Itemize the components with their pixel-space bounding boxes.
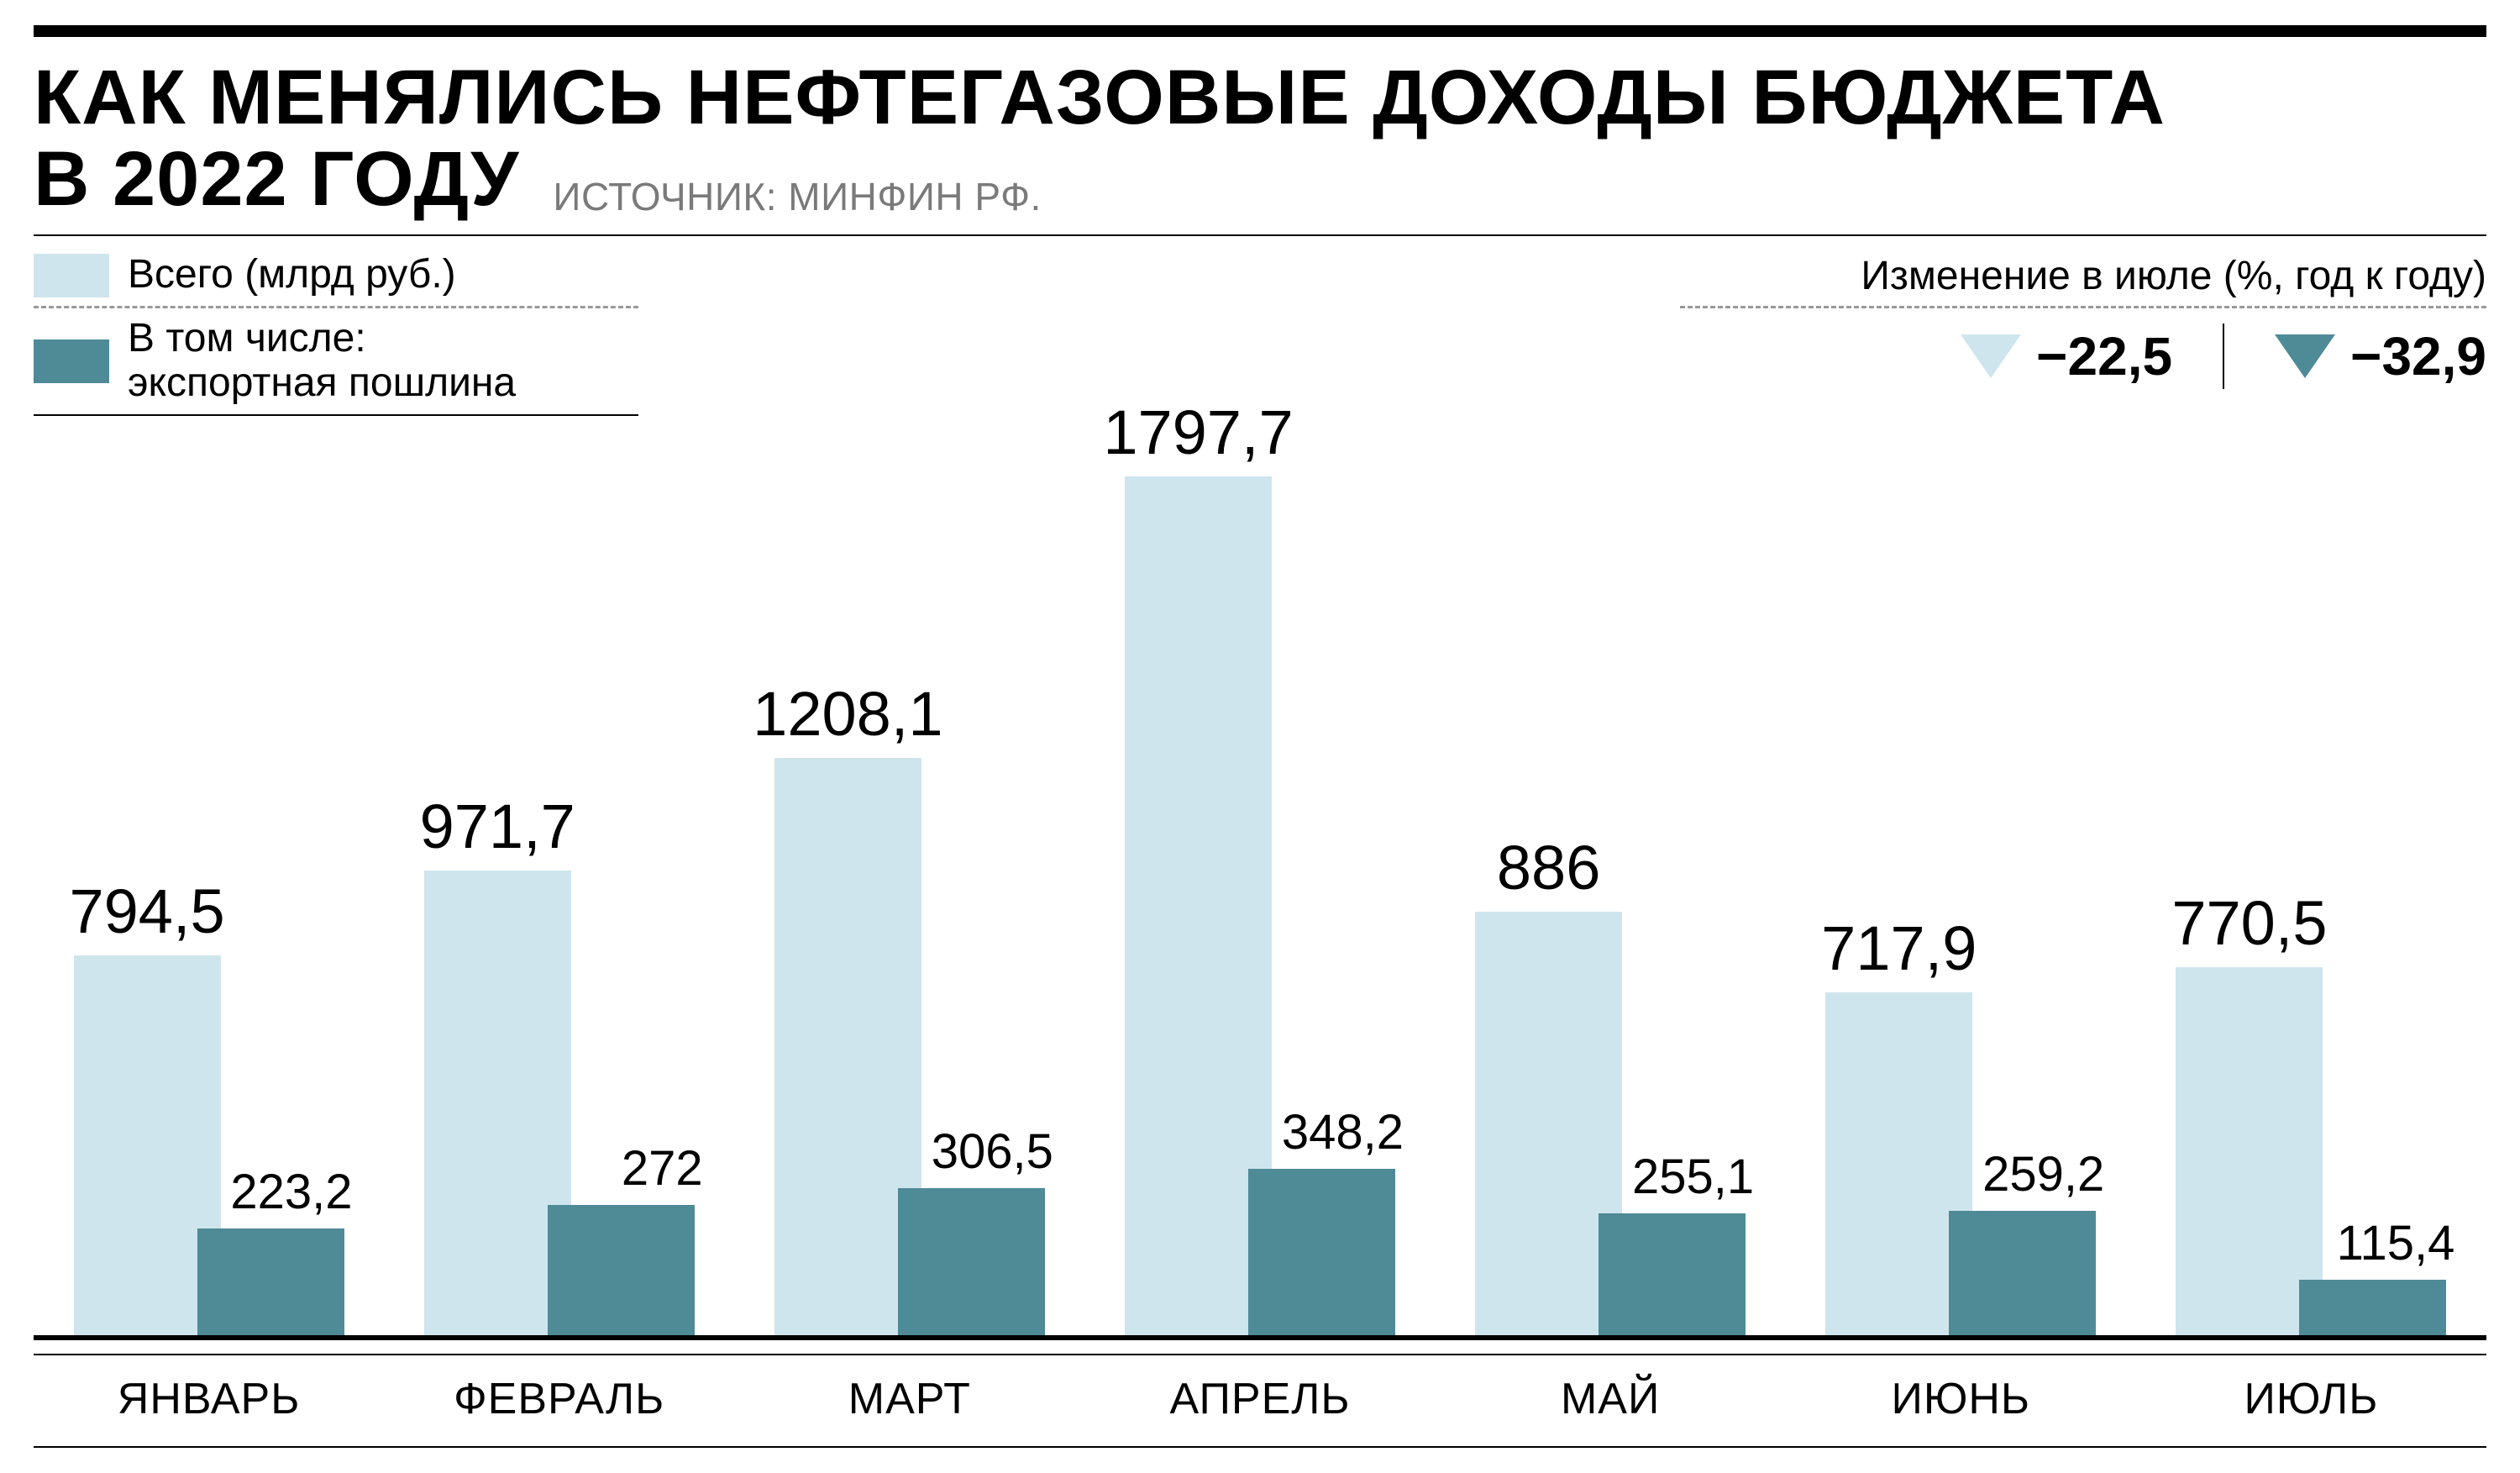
month-group: 1208,1306,5 [734, 758, 1084, 1335]
legend-area: Всего (млрд руб.) В том числе: экспортна… [34, 253, 2486, 415]
bar-duty-label: 115,4 [2337, 1215, 2455, 1271]
july-total-change-value: −22,5 [2036, 325, 2172, 387]
month-label: МАРТ [734, 1374, 1084, 1424]
bar-pair: 794,5223,2 [74, 955, 344, 1335]
arrow-down-icon [1961, 334, 2021, 378]
legend-label-total: Всего (млрд руб.) [128, 253, 456, 297]
bar-total-label: 971,7 [420, 791, 575, 862]
legend-bottom-rule [34, 414, 638, 416]
month-label: ИЮЛЬ [2136, 1374, 2486, 1424]
bar-chart: 794,5223,2971,72721208,1306,51797,7348,2… [34, 433, 2486, 1340]
month-label: ЯНВАРЬ [34, 1374, 384, 1424]
bar-duty-label: 272 [622, 1140, 703, 1197]
bar-pair: 971,7272 [424, 871, 695, 1334]
axis-rule [34, 1354, 2486, 1355]
bar-total-label: 1797,7 [1103, 397, 1293, 468]
legend-item-total: Всего (млрд руб.) [34, 253, 638, 297]
bar-total-label: 886 [1497, 832, 1600, 903]
bar-duty-label: 255,1 [1632, 1149, 1754, 1205]
bar-total-label: 770,5 [2171, 887, 2327, 959]
july-total-change: −22,5 [1961, 325, 2172, 387]
july-change-block: Изменение в июле (%, год к году) −22,5 −… [638, 253, 2486, 389]
july-duty-change-value: −32,9 [2350, 325, 2486, 387]
bar-pair: 770,5115,4 [2176, 967, 2446, 1335]
title-block: КАК МЕНЯЛИСЬ НЕФТЕГАЗОВЫЕ ДОХОДЫ БЮДЖЕТА… [34, 57, 2486, 219]
month-group: 1797,7348,2 [1084, 476, 1435, 1335]
bar-duty: 272 [548, 1205, 695, 1335]
legend-label-duty: В том числе: экспортная пошлина [128, 317, 516, 406]
month-group: 886255,1 [1436, 912, 1786, 1335]
header-rule [34, 234, 2486, 236]
legend-item-duty: В том числе: экспортная пошлина [34, 317, 638, 406]
chart-title-line2: В 2022 ГОДУ [34, 139, 519, 220]
month-axis: ЯНВАРЬФЕВРАЛЬМАРТАПРЕЛЬМАЙИЮНЬИЮЛЬ [34, 1374, 2486, 1424]
bar-duty-label: 348,2 [1282, 1104, 1404, 1160]
july-values-row: −22,5 −32,9 [1961, 324, 2486, 389]
legend-label-duty-line2: экспортная пошлина [128, 360, 516, 405]
month-group: 717,9259,2 [1786, 992, 2136, 1335]
chart-source: ИСТОЧНИК: МИНФИН РФ. [553, 174, 1041, 219]
month-group: 770,5115,4 [2136, 967, 2486, 1335]
month-label: МАЙ [1436, 1374, 1786, 1424]
july-duty-change: −32,9 [2275, 325, 2486, 387]
month-group: 971,7272 [384, 871, 734, 1334]
bar-total-label: 717,9 [1821, 913, 1977, 984]
arrow-down-icon [2275, 334, 2335, 378]
bottom-rule [34, 1446, 2486, 1448]
month-group: 794,5223,2 [34, 955, 384, 1335]
bar-total-label: 794,5 [69, 876, 224, 947]
bar-duty: 255,1 [1599, 1213, 1746, 1335]
bar-pair: 1797,7348,2 [1125, 476, 1395, 1335]
bar-duty: 259,2 [1949, 1211, 2096, 1334]
month-label: ИЮНЬ [1786, 1374, 2136, 1424]
bar-pair: 886255,1 [1475, 912, 1746, 1335]
bar-duty: 223,2 [197, 1228, 344, 1335]
bar-duty: 306,5 [898, 1188, 1045, 1334]
bar-pair: 717,9259,2 [1825, 992, 2096, 1335]
chart-container: КАК МЕНЯЛИСЬ НЕФТЕГАЗОВЫЕ ДОХОДЫ БЮДЖЕТА… [34, 25, 2486, 1448]
bar-duty-label: 306,5 [932, 1123, 1053, 1180]
chart-area: 794,5223,2971,72721208,1306,51797,7348,2… [34, 433, 2486, 1448]
july-dash-separator [1680, 306, 2486, 308]
month-label: ФЕВРАЛЬ [384, 1374, 734, 1424]
legend-swatch-total [34, 254, 109, 297]
chart-title-line1: КАК МЕНЯЛИСЬ НЕФТЕГАЗОВЫЕ ДОХОДЫ БЮДЖЕТА [34, 57, 2486, 139]
bar-duty-label: 223,2 [230, 1164, 352, 1220]
legend-swatch-duty [34, 339, 109, 383]
legend-label-duty-line1: В том числе: [128, 316, 366, 360]
july-separator [2223, 324, 2224, 389]
bar-pair: 1208,1306,5 [774, 758, 1045, 1335]
bar-duty: 348,2 [1248, 1169, 1395, 1335]
top-rule [34, 25, 2486, 37]
bar-total-label: 1208,1 [753, 678, 942, 750]
month-label: АПРЕЛЬ [1084, 1374, 1435, 1424]
bar-duty: 115,4 [2299, 1280, 2446, 1335]
legend-dash-separator [34, 306, 638, 308]
july-change-label: Изменение в июле (%, год к году) [1861, 253, 2486, 299]
bar-duty-label: 259,2 [1982, 1146, 2104, 1202]
legend-left: Всего (млрд руб.) В том числе: экспортна… [34, 253, 638, 415]
